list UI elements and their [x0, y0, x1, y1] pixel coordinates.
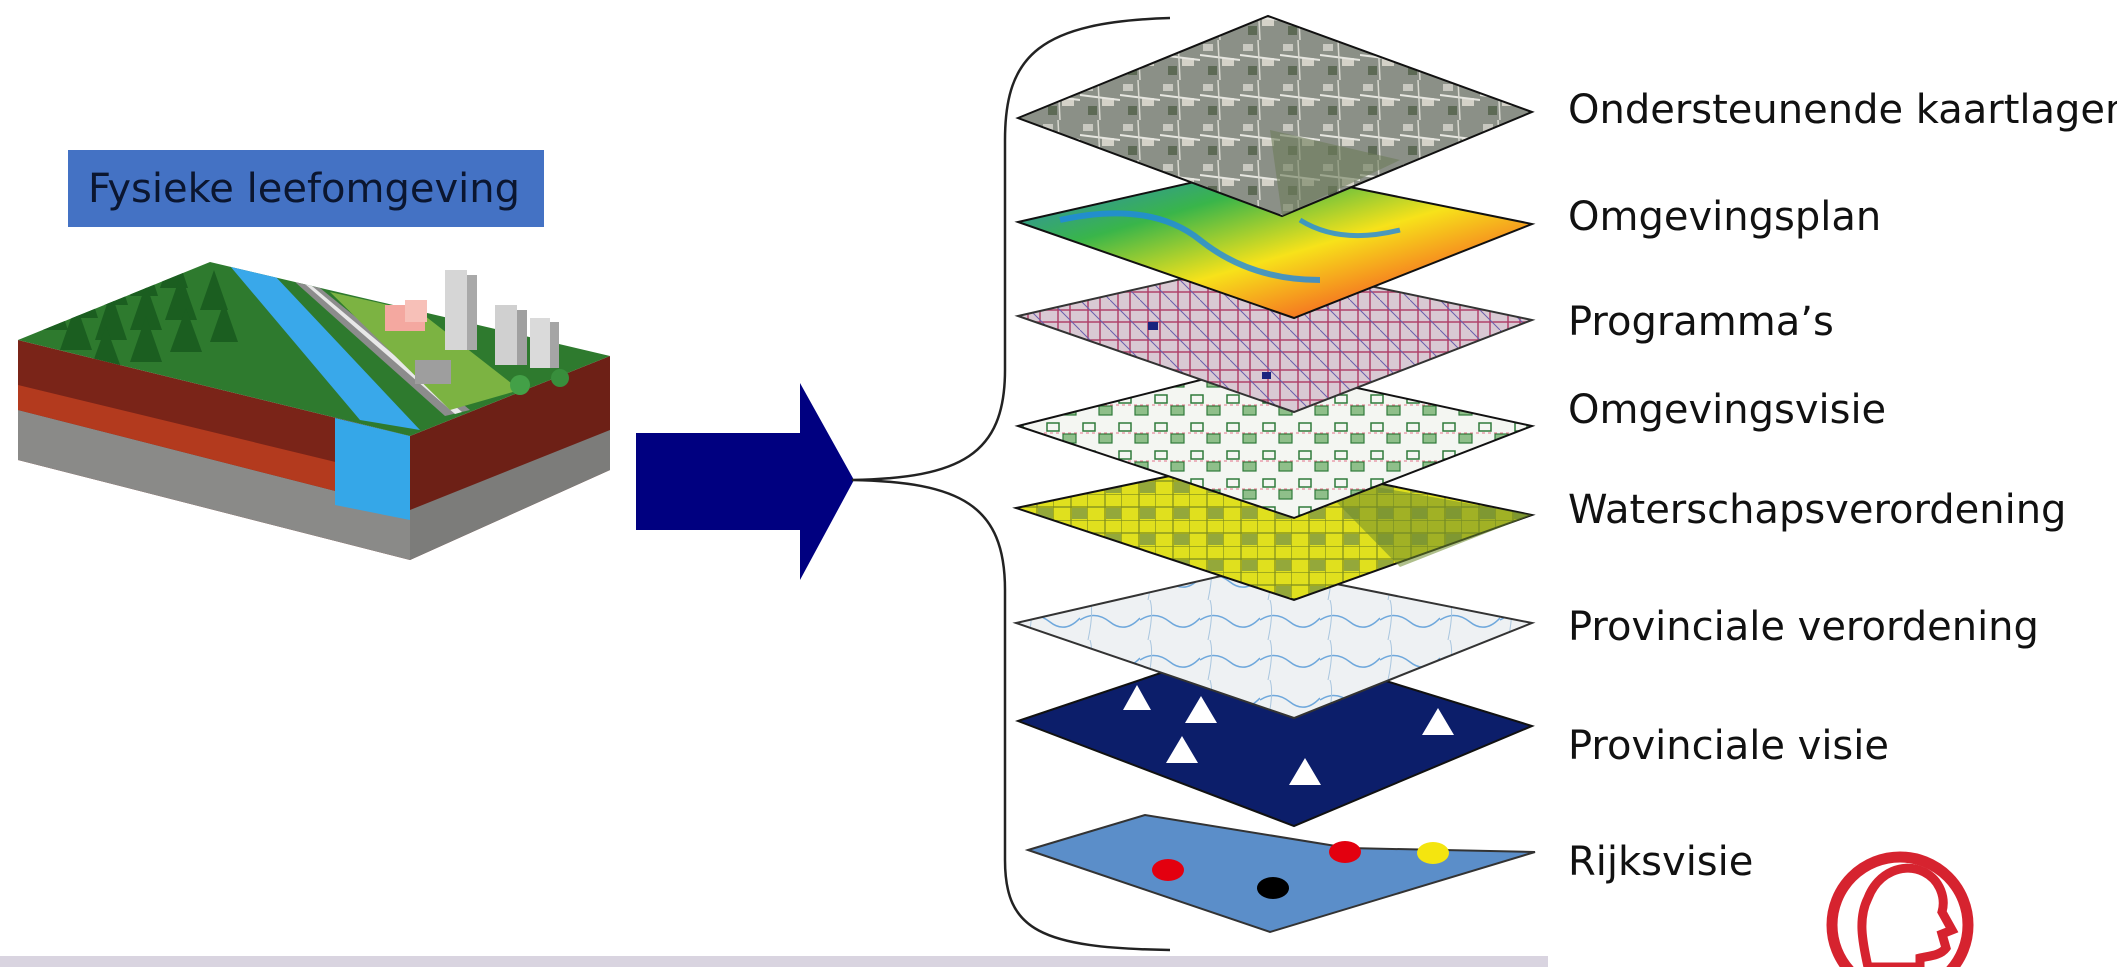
layer-label-ondersteunende-kaartlagen: Ondersteunende kaartlagen	[1568, 87, 2117, 133]
layer-label-rijksvisie: Rijksvisie	[1568, 839, 1754, 885]
layer-label-waterschapsverordening: Waterschapsverordening	[1568, 487, 2067, 533]
layer-shape-provinciale-verordening	[1012, 566, 1536, 720]
layer-shape-omgevingsplan	[1014, 166, 1536, 320]
layer-stack	[1012, 14, 1536, 934]
layer-label-programmas: Programma’s	[1568, 299, 1834, 345]
right-arrow-icon	[636, 383, 854, 580]
layer-label-provinciale-verordening: Provinciale verordening	[1568, 604, 2039, 650]
terrain-illustration	[18, 262, 610, 560]
curly-brace	[851, 16, 1171, 952]
title-box: Fysieke leefomgeving	[68, 150, 544, 227]
layer-label-omgevingsvisie: Omgevingsvisie	[1568, 387, 1887, 433]
title-box-label: Fysieke leefomgeving	[88, 165, 521, 212]
layer-shape-rijksvisie	[1024, 813, 1536, 934]
layer-label-omgevingsplan: Omgevingsplan	[1568, 194, 1882, 240]
layer-shape-omgevingsvisie	[1014, 364, 1536, 520]
head-profile-logo	[1826, 851, 1974, 967]
layer-shape-programmas	[1014, 260, 1536, 414]
layer-shape-ondersteunende-kaartlagen	[1015, 14, 1535, 218]
bottom-bar	[0, 956, 1548, 967]
layer-label-provinciale-visie: Provinciale visie	[1568, 723, 1889, 769]
